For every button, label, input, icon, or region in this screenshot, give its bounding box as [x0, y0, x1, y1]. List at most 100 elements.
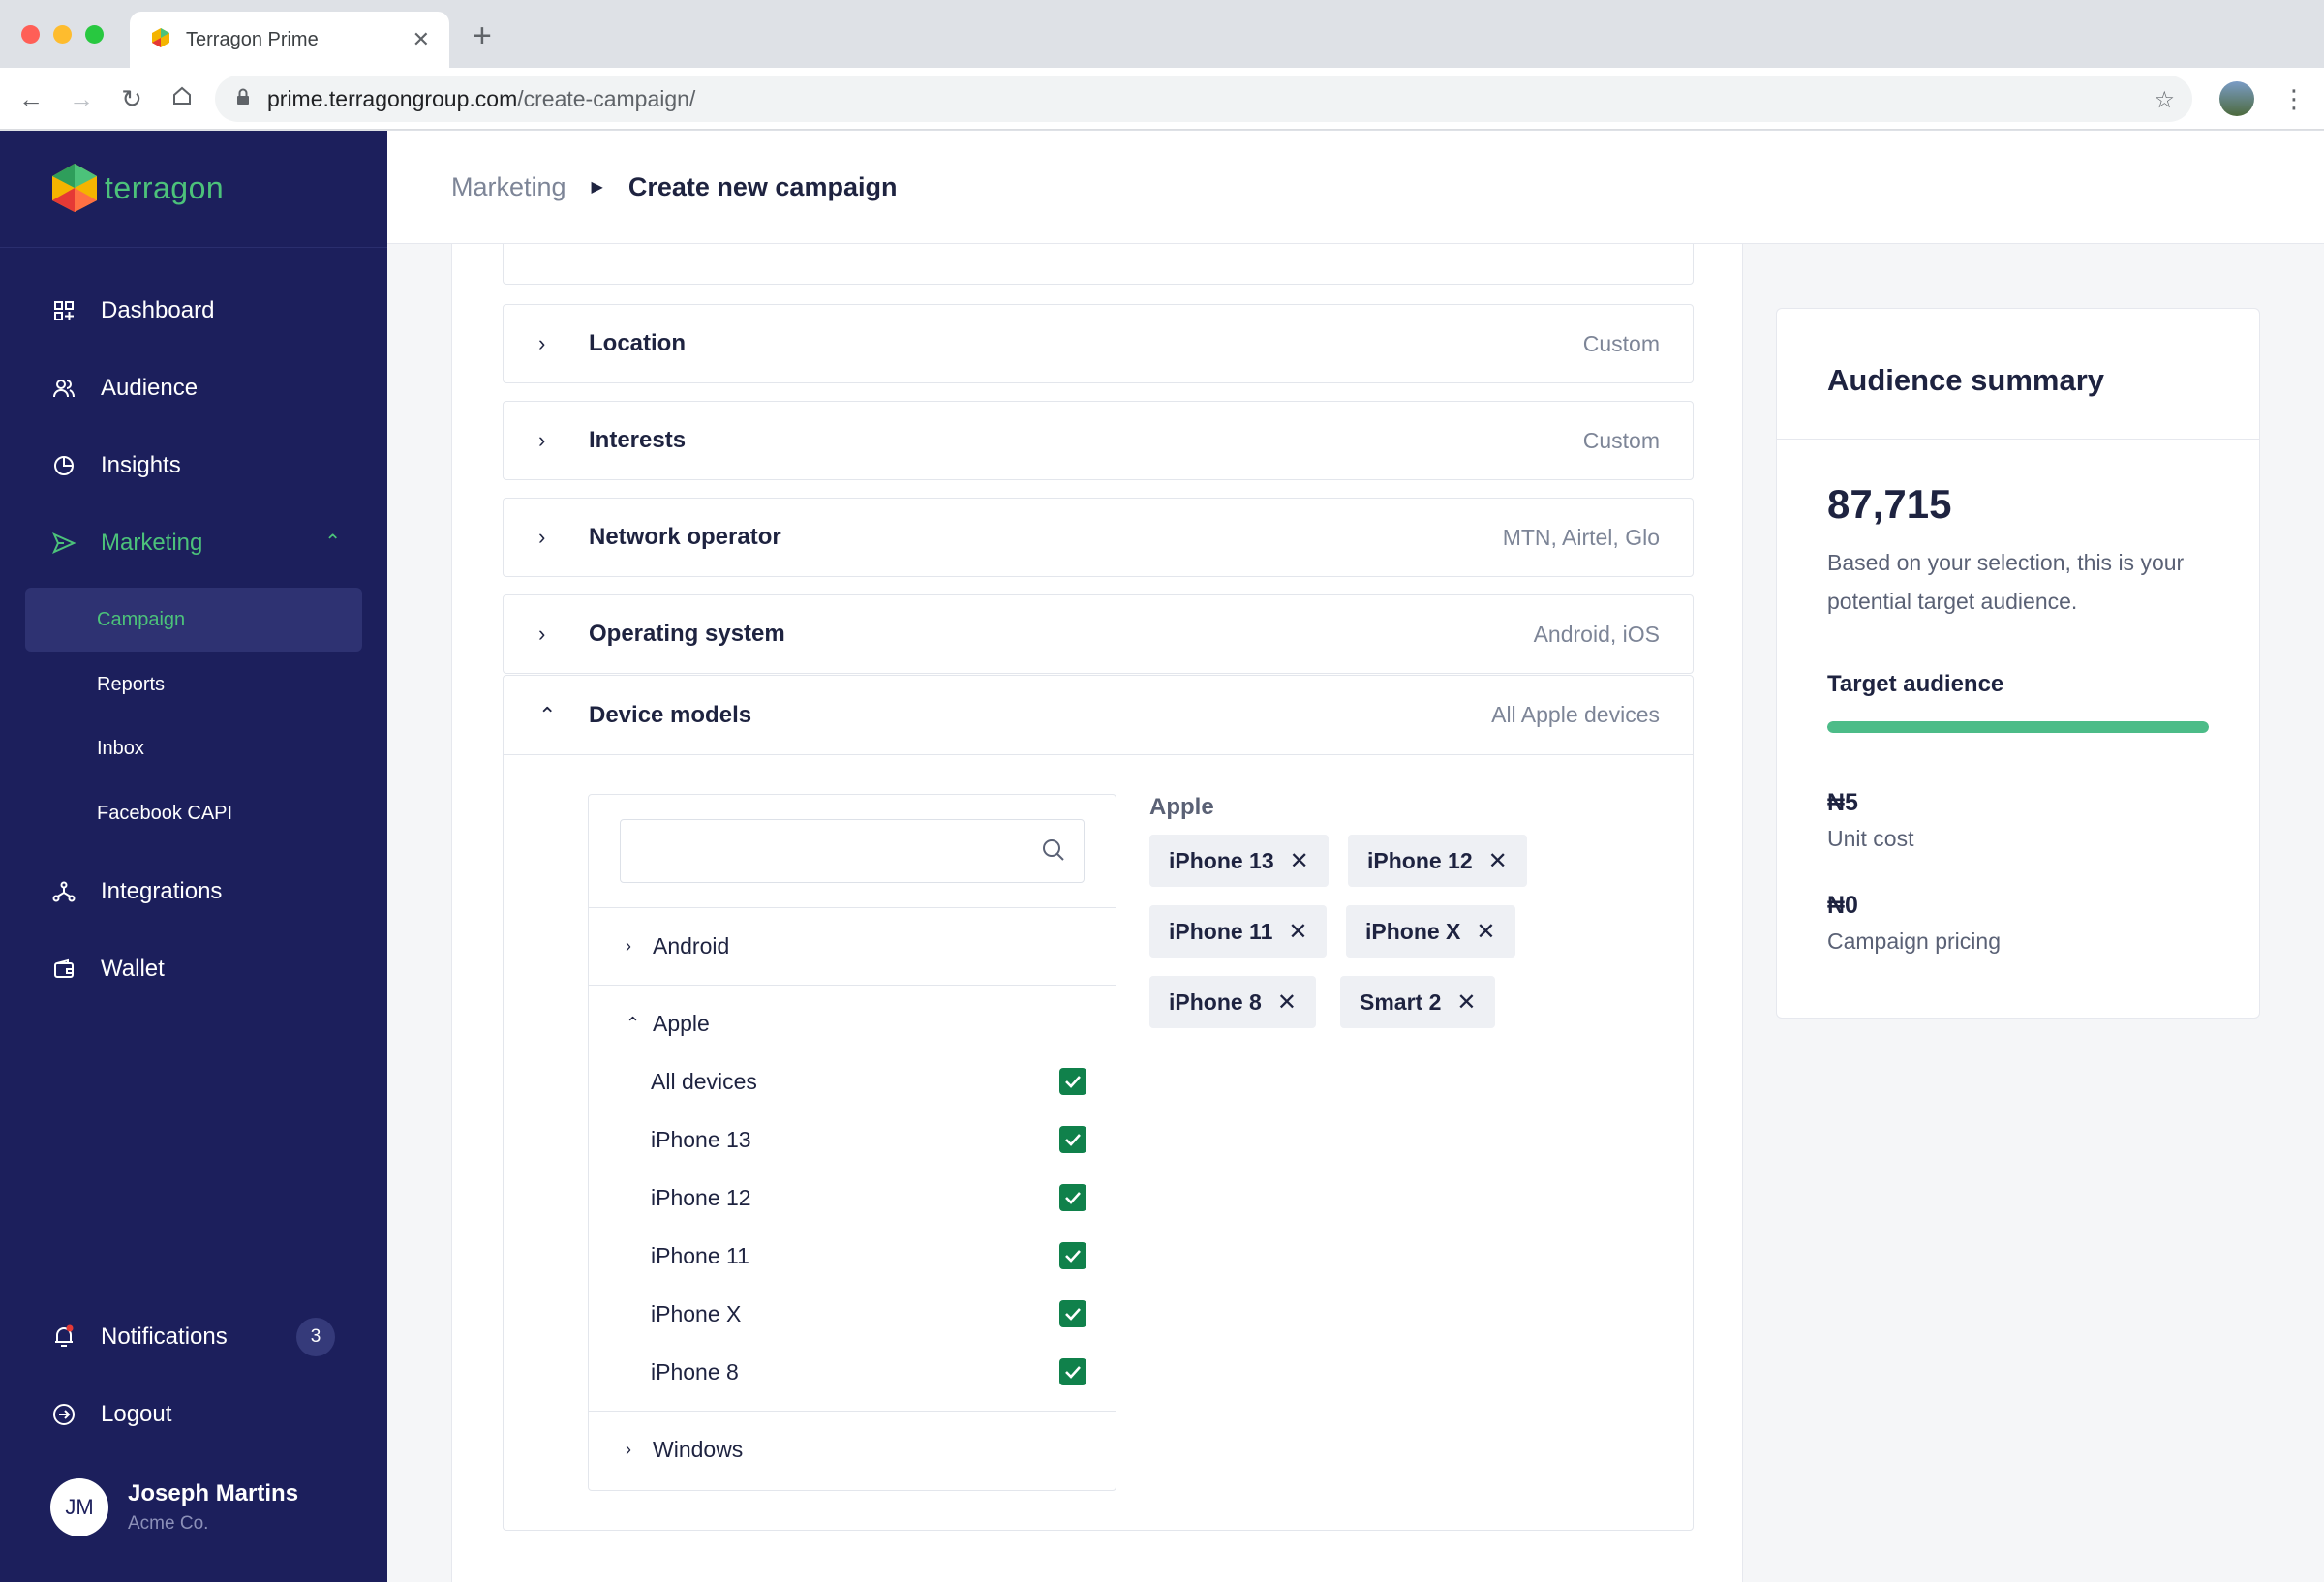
maximize-window-button[interactable]	[85, 25, 104, 44]
sidebar-subitem-campaign[interactable]: Campaign	[97, 608, 186, 630]
sidebar-subitem-inbox[interactable]: Inbox	[97, 737, 144, 759]
option-iphone-8[interactable]: iPhone 8	[651, 1353, 1086, 1391]
app: terragon Dashboard Audience Insights M	[0, 131, 2324, 1582]
home-icon[interactable]	[167, 83, 198, 114]
sidebar-item-dashboard[interactable]: Dashboard	[50, 291, 341, 330]
accordion-value: Custom	[1582, 330, 1660, 356]
chevron-right-icon: ›	[626, 935, 631, 956]
sidebar-item-label: Integrations	[101, 878, 223, 904]
check-icon	[1065, 1134, 1081, 1146]
accordion-interests[interactable]: › Interests Custom	[503, 401, 1694, 480]
selected-chip: iPhone X ✕	[1346, 905, 1515, 958]
sidebar-item-insights[interactable]: Insights	[50, 446, 341, 485]
back-icon[interactable]: ←	[18, 84, 44, 113]
group-label: Android	[653, 932, 730, 958]
chip-label: iPhone 12	[1367, 847, 1473, 873]
send-icon	[50, 530, 77, 557]
check-icon	[1065, 1076, 1081, 1088]
bookmark-star-icon[interactable]: ☆	[2154, 87, 2175, 113]
chevron-up-icon: ⌃	[626, 1013, 641, 1033]
check-icon	[1065, 1250, 1081, 1263]
sidebar-item-wallet[interactable]: Wallet	[50, 950, 341, 989]
remove-chip-icon[interactable]: ✕	[1487, 847, 1508, 874]
sidebar: terragon Dashboard Audience Insights M	[0, 131, 387, 1582]
users-icon	[50, 375, 77, 402]
selected-group-title: Apple	[1149, 794, 1214, 820]
remove-chip-icon[interactable]: ✕	[1288, 918, 1308, 945]
accordion-label: Interests	[589, 427, 687, 453]
checkbox[interactable]	[1059, 1358, 1086, 1385]
new-tab-button[interactable]: +	[473, 17, 492, 54]
accordion-label: Device models	[589, 701, 752, 728]
remove-chip-icon[interactable]: ✕	[1289, 847, 1309, 874]
option-iphone-12[interactable]: iPhone 12	[651, 1178, 1086, 1217]
caret-right-icon: ▶	[591, 179, 603, 196]
logo-text: terragon	[105, 169, 225, 205]
remove-chip-icon[interactable]: ✕	[1456, 989, 1477, 1016]
divider	[1777, 439, 2259, 440]
forward-icon[interactable]: →	[69, 84, 94, 113]
minimize-window-button[interactable]	[53, 25, 72, 44]
chevron-up-icon[interactable]: ⌃	[324, 532, 341, 553]
divider	[589, 1411, 1116, 1412]
group-windows[interactable]: › Windows	[626, 1430, 743, 1469]
selected-chip: iPhone 13 ✕	[1149, 835, 1329, 887]
divider	[589, 907, 1116, 908]
check-icon	[1065, 1366, 1081, 1379]
sidebar-item-integrations[interactable]: Integrations	[50, 872, 341, 911]
reload-icon[interactable]: ↻	[121, 84, 142, 113]
accordion-network-operator[interactable]: › Network operator MTN, Airtel, Glo	[503, 498, 1694, 577]
chevron-right-icon: ›	[626, 1439, 631, 1459]
checkbox[interactable]	[1059, 1126, 1086, 1153]
dashboard-icon	[50, 297, 77, 324]
checkbox[interactable]	[1059, 1184, 1086, 1211]
integrations-icon	[50, 878, 77, 905]
accordion-location[interactable]: › Location Custom	[503, 304, 1694, 383]
device-search-input[interactable]	[620, 819, 1085, 883]
sidebar-item-audience[interactable]: Audience	[50, 369, 341, 408]
browser-menu-icon[interactable]: ⋮	[2281, 84, 2307, 113]
user-profile[interactable]: JM Joseph Martins Acme Co.	[50, 1478, 298, 1536]
remove-chip-icon[interactable]: ✕	[1276, 989, 1297, 1016]
accordion-device-models-header[interactable]: ⌃ Device models All Apple devices	[504, 676, 1693, 755]
campaign-pricing-value: ₦0	[1827, 892, 1858, 919]
option-iphone-11[interactable]: iPhone 11	[651, 1236, 1086, 1275]
accordion-device-models: ⌃ Device models All Apple devices › Andr…	[503, 675, 1694, 1531]
group-apple[interactable]: ⌃ Apple	[626, 1004, 710, 1043]
remove-chip-icon[interactable]: ✕	[1476, 918, 1496, 945]
checkbox[interactable]	[1059, 1068, 1086, 1095]
logout-icon	[50, 1401, 77, 1428]
sidebar-subitem-facebook-capi[interactable]: Facebook CAPI	[97, 802, 233, 824]
sidebar-item-logout[interactable]: Logout	[50, 1395, 341, 1434]
tab-title: Terragon Prime	[186, 28, 319, 50]
divider	[589, 985, 1116, 986]
group-label: Apple	[653, 1010, 710, 1036]
check-icon	[1065, 1308, 1081, 1321]
checkbox[interactable]	[1059, 1300, 1086, 1327]
campaign-form: › Location Custom › Interests Custom › N…	[451, 244, 1743, 1582]
breadcrumb: Marketing ▶ Create new campaign	[387, 131, 2324, 244]
option-iphone-13[interactable]: iPhone 13	[651, 1120, 1086, 1159]
checkbox[interactable]	[1059, 1242, 1086, 1269]
group-label: Windows	[653, 1436, 744, 1462]
option-iphone-x[interactable]: iPhone X	[651, 1294, 1086, 1333]
accordion-operating-system[interactable]: › Operating system Android, iOS	[503, 594, 1694, 674]
browser-tab[interactable]: Terragon Prime ✕	[130, 12, 449, 68]
address-bar[interactable]: prime.terragongroup.com/create-campaign/…	[215, 76, 2192, 122]
accordion-label: Location	[589, 330, 686, 356]
accordion-previous[interactable]	[503, 244, 1694, 285]
close-window-button[interactable]	[21, 25, 40, 44]
avatar: JM	[50, 1478, 108, 1536]
sidebar-subitem-reports[interactable]: Reports	[97, 673, 166, 695]
device-picker: › Android ⌃ Apple All devices iPhone 13	[588, 794, 1116, 1491]
selected-chip: iPhone 8 ✕	[1149, 976, 1316, 1028]
breadcrumb-parent-link[interactable]: Marketing	[451, 171, 566, 201]
group-android[interactable]: › Android	[626, 927, 729, 965]
option-all-devices[interactable]: All devices	[651, 1062, 1086, 1101]
sidebar-item-notifications[interactable]: Notifications	[50, 1318, 341, 1356]
profile-avatar[interactable]	[2219, 81, 2254, 116]
terragon-logo[interactable]: terragon	[50, 162, 224, 214]
close-tab-icon[interactable]: ✕	[412, 27, 430, 51]
selected-chip: iPhone 11 ✕	[1149, 905, 1328, 958]
sidebar-item-marketing[interactable]: Marketing ⌃	[50, 524, 341, 563]
